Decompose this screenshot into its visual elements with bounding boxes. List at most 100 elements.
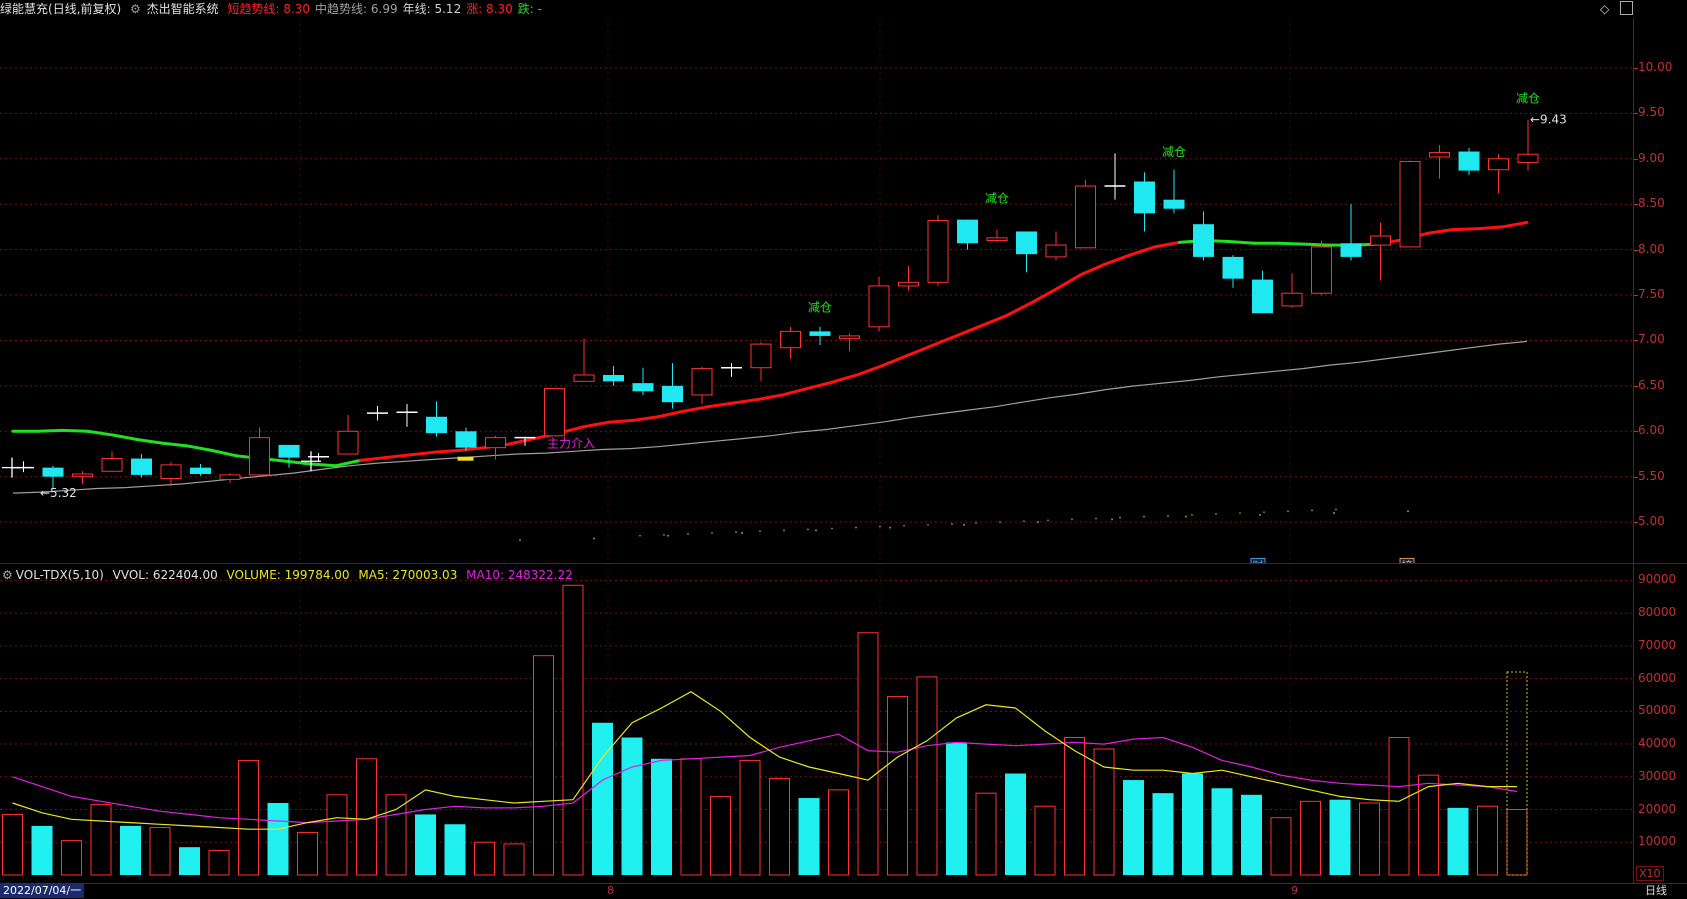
candle — [396, 404, 418, 427]
volume-projected-bar — [1506, 671, 1528, 876]
candle-body — [1517, 153, 1539, 163]
price-tick-mark — [1634, 113, 1638, 115]
short-trend-segment — [160, 441, 189, 448]
candle — [72, 471, 93, 484]
finance-badge-icon-box — [1250, 557, 1266, 563]
volume-bar — [1064, 737, 1085, 876]
volume-bar — [592, 722, 613, 875]
volume-bar — [887, 696, 908, 876]
short-trend-segment — [830, 373, 859, 384]
volume-bar — [1300, 800, 1321, 876]
volume-bar — [208, 849, 230, 876]
volume-bar — [326, 794, 348, 876]
baseline-dot — [1287, 510, 1289, 513]
vol-indicator-name[interactable]: VOL-TDX(5,10) — [15, 568, 104, 582]
price-tick-label: 8.00 — [1638, 241, 1665, 256]
panel-toggle-icon[interactable] — [1620, 1, 1633, 15]
candle — [131, 454, 152, 478]
candle-body — [160, 464, 182, 480]
candle-body — [249, 437, 270, 476]
indicator-name[interactable]: 杰出智能系统 — [146, 2, 219, 16]
baseline-dot — [807, 528, 809, 531]
short-trend-segment — [334, 458, 362, 468]
candle-body — [426, 416, 447, 434]
price-tick-mark — [1634, 295, 1638, 297]
volume-bar — [1093, 748, 1115, 876]
candle-body — [1163, 199, 1185, 209]
candle — [839, 333, 860, 352]
volume-bar — [1506, 809, 1528, 876]
candle-body — [1252, 279, 1273, 314]
candle — [1488, 154, 1509, 194]
candle-body — [455, 431, 477, 448]
candle — [603, 365, 624, 386]
volume-bar — [1123, 780, 1144, 875]
volume-bar — [120, 825, 141, 875]
candle-body — [662, 385, 683, 403]
volume-tick-label: 70000 — [1638, 637, 1677, 652]
scale-tag: X10 — [1636, 866, 1664, 881]
volume-bar — [385, 794, 407, 876]
price-chart[interactable]: ←5.32←9.43主力介入减仓减仓减仓减仓财榜 — [0, 18, 1633, 563]
stock-name[interactable]: 绿能慧充 — [0, 2, 49, 16]
reduce-position-label: 减仓 — [1516, 91, 1540, 105]
candle-body — [957, 219, 978, 244]
ranking-badge-icon: 榜 — [1399, 557, 1415, 563]
price-tick-label: 5.50 — [1638, 468, 1665, 483]
candle — [42, 465, 64, 489]
price-tick-label: 6.00 — [1638, 423, 1665, 438]
short-trend-segment — [1451, 227, 1479, 232]
ma5-line — [12, 690, 1517, 830]
high-price-label: ←9.43 — [1530, 113, 1567, 127]
candle-body — [190, 467, 211, 474]
candle — [1252, 270, 1273, 314]
volume-bar — [61, 840, 82, 876]
baseline-dot — [999, 521, 1001, 524]
price-tick-label: 9.50 — [1638, 105, 1665, 120]
baseline-dot — [1239, 512, 1241, 514]
vol-toggle-icon[interactable]: ⚙ — [2, 568, 13, 582]
volume-tick-label: 90000 — [1638, 572, 1677, 587]
baseline-dot — [639, 534, 641, 537]
short-trend-segment — [905, 344, 933, 358]
price-tick-label: 9.00 — [1638, 150, 1665, 165]
volume-tick-label: 60000 — [1638, 670, 1677, 685]
short-trend-segment — [1426, 228, 1455, 235]
short-trend-segment — [284, 459, 313, 466]
chart-header: 绿能慧充(日线,前复权) ⚙ 杰出智能系统 短趋势线: 8.30 中趋势线: 6.… — [0, 0, 552, 18]
candle — [1134, 172, 1155, 232]
candle — [986, 229, 1008, 243]
date-cursor[interactable]: 2022/07/04/一 — [0, 884, 85, 898]
candle — [1399, 160, 1421, 248]
short-trend-segment — [1103, 253, 1132, 266]
price-axis: 5.00 5.50 6.00 6.50 7.00 7.50 8.00 8.50 9.00 9.50… — [1633, 18, 1687, 563]
year-line-dot — [593, 537, 595, 540]
short-trend-segment — [358, 456, 387, 462]
price-tick-label: 7.50 — [1638, 287, 1665, 302]
candle — [721, 363, 742, 377]
volume-header: ⚙ VOL-TDX(5,10) VVOL: 622404.00 VOLUME: 1… — [2, 566, 578, 584]
volume-bar — [1211, 788, 1233, 875]
year-line-dot — [889, 526, 891, 529]
diamond-icon[interactable]: ◇ — [1600, 2, 1610, 16]
year-line-dot — [1111, 518, 1113, 521]
period-button[interactable]: 日线 — [1645, 884, 1667, 897]
short-trend-segment — [1302, 242, 1330, 247]
volume-bar — [1034, 805, 1056, 876]
volume-tick-label: 50000 — [1638, 703, 1677, 718]
candle-body — [1429, 151, 1450, 158]
volume-bar — [916, 676, 938, 876]
price-tick-label: 8.50 — [1638, 196, 1665, 211]
baseline-dot — [663, 533, 665, 536]
gear-icon[interactable]: ⚙ — [130, 2, 141, 16]
volume-chart[interactable] — [0, 564, 1633, 883]
short-trend-segment — [507, 437, 536, 446]
candle-body — [898, 281, 919, 287]
candle — [514, 436, 536, 446]
short-trend-segment — [309, 462, 338, 468]
month-8-label: 8 — [607, 884, 614, 897]
price-tick-mark — [1634, 249, 1638, 251]
candle — [662, 363, 683, 409]
candle — [101, 451, 123, 473]
volume-bar — [31, 825, 53, 875]
